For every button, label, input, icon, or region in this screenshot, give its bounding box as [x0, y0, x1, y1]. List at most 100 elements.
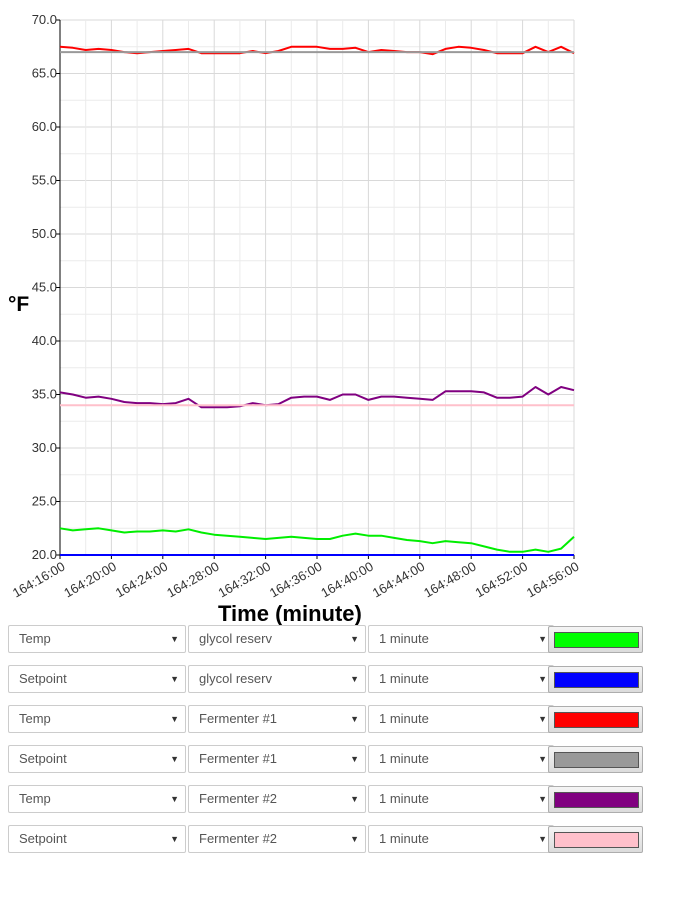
dropdown-arrow-icon: ▼: [538, 634, 547, 644]
dropdown-arrow-icon: ▼: [170, 794, 179, 804]
dropdown-arrow-icon: ▼: [538, 754, 547, 764]
measure-select-value: Temp: [19, 711, 51, 726]
device-select-value: Fermenter #2: [199, 791, 278, 806]
device-select[interactable]: Fermenter #2 ▼: [188, 825, 366, 853]
y-tick-label: 20.0: [32, 547, 57, 562]
series-control-row: Setpoint ▼ glycol reserv ▼ 1 minute ▼: [8, 665, 648, 695]
interval-select[interactable]: 1 minute ▼: [368, 625, 554, 653]
x-tick-label: 164:48:00: [421, 559, 479, 601]
dropdown-arrow-icon: ▼: [170, 834, 179, 844]
color-picker-button[interactable]: [548, 706, 643, 733]
x-tick-label: 164:44:00: [370, 559, 428, 601]
x-tick-label: 164:20:00: [61, 559, 119, 601]
color-swatch: [554, 712, 639, 728]
interval-select-value: 1 minute: [379, 671, 429, 686]
measure-select-value: Temp: [19, 791, 51, 806]
measure-select-value: Setpoint: [19, 831, 67, 846]
y-tick-labels: 20.0 25.0 30.0 35.0 40.0 45.0 50.0 55.0 60.0 65.0…: [32, 12, 60, 562]
device-select[interactable]: glycol reserv ▼: [188, 665, 366, 693]
device-select-value: Fermenter #2: [199, 831, 278, 846]
color-picker-button[interactable]: [548, 746, 643, 773]
x-tick-label: 164:32:00: [216, 559, 274, 601]
color-swatch: [554, 792, 639, 808]
x-tick-label: 164:28:00: [164, 559, 222, 601]
y-axis-label: °F: [8, 293, 30, 316]
y-tick-label: 60.0: [32, 119, 57, 134]
device-select[interactable]: Fermenter #1 ▼: [188, 745, 366, 773]
dropdown-arrow-icon: ▼: [350, 674, 359, 684]
device-select-value: Fermenter #1: [199, 711, 278, 726]
y-tick-label: 25.0: [32, 494, 57, 509]
interval-select-value: 1 minute: [379, 791, 429, 806]
y-tick-label: 30.0: [32, 440, 57, 455]
interval-select[interactable]: 1 minute ▼: [368, 825, 554, 853]
color-swatch: [554, 752, 639, 768]
temperature-chart: 20.0 25.0 30.0 35.0 40.0 45.0 50.0 55.0 60.0 65.0…: [10, 12, 582, 601]
color-swatch: [554, 832, 639, 848]
color-picker-button[interactable]: [548, 626, 643, 653]
x-tick-label: 164:16:00: [10, 559, 68, 601]
dropdown-arrow-icon: ▼: [170, 754, 179, 764]
y-tick-label: 40.0: [32, 333, 57, 348]
device-select-value: glycol reserv: [199, 631, 272, 646]
series-control-row: Temp ▼ glycol reserv ▼ 1 minute ▼: [8, 625, 648, 655]
interval-select[interactable]: 1 minute ▼: [368, 745, 554, 773]
series-control-row: Setpoint ▼ Fermenter #2 ▼ 1 minute ▼: [8, 825, 648, 855]
color-swatch: [554, 672, 639, 688]
device-select-value: glycol reserv: [199, 671, 272, 686]
dropdown-arrow-icon: ▼: [350, 754, 359, 764]
measure-select[interactable]: Temp ▼: [8, 785, 186, 813]
y-tick-label: 50.0: [32, 226, 57, 241]
y-tick-label: 55.0: [32, 173, 57, 188]
measure-select[interactable]: Temp ▼: [8, 705, 186, 733]
interval-select-value: 1 minute: [379, 631, 429, 646]
series-control-row: Temp ▼ Fermenter #2 ▼ 1 minute ▼: [8, 785, 648, 815]
y-tick-label: 65.0: [32, 66, 57, 81]
interval-select[interactable]: 1 minute ▼: [368, 665, 554, 693]
color-picker-button[interactable]: [548, 826, 643, 853]
series-line-4: [59, 527, 575, 553]
y-tick-label: 70.0: [32, 12, 57, 27]
dropdown-arrow-icon: ▼: [350, 794, 359, 804]
measure-select[interactable]: Temp ▼: [8, 625, 186, 653]
interval-select-value: 1 minute: [379, 711, 429, 726]
device-select[interactable]: Fermenter #1 ▼: [188, 705, 366, 733]
chart-grid: [59, 19, 575, 556]
y-tick-label: 45.0: [32, 280, 57, 295]
x-tick-label: 164:24:00: [113, 559, 171, 601]
x-tick-label: 164:56:00: [524, 559, 582, 601]
x-tick-label: 164:40:00: [318, 559, 376, 601]
x-axis-label: Time (minute): [218, 601, 362, 626]
series-line-2: [59, 386, 575, 409]
dropdown-arrow-icon: ▼: [538, 674, 547, 684]
measure-select[interactable]: Setpoint ▼: [8, 745, 186, 773]
dropdown-arrow-icon: ▼: [170, 634, 179, 644]
device-select-value: Fermenter #1: [199, 751, 278, 766]
measure-select[interactable]: Setpoint ▼: [8, 825, 186, 853]
dropdown-arrow-icon: ▼: [350, 634, 359, 644]
interval-select[interactable]: 1 minute ▼: [368, 785, 554, 813]
series-control-row: Temp ▼ Fermenter #1 ▼ 1 minute ▼: [8, 705, 648, 735]
series-control-row: Setpoint ▼ Fermenter #1 ▼ 1 minute ▼: [8, 745, 648, 775]
device-select[interactable]: Fermenter #2 ▼: [188, 785, 366, 813]
x-tick-label: 164:52:00: [473, 559, 531, 601]
dropdown-arrow-icon: ▼: [538, 714, 547, 724]
series-lines: [59, 45, 575, 556]
device-select[interactable]: glycol reserv ▼: [188, 625, 366, 653]
interval-select-value: 1 minute: [379, 831, 429, 846]
dropdown-arrow-icon: ▼: [538, 794, 547, 804]
measure-select[interactable]: Setpoint ▼: [8, 665, 186, 693]
color-picker-button[interactable]: [548, 666, 643, 693]
dropdown-arrow-icon: ▼: [538, 834, 547, 844]
dropdown-arrow-icon: ▼: [170, 714, 179, 724]
measure-select-value: Temp: [19, 631, 51, 646]
color-picker-button[interactable]: [548, 786, 643, 813]
color-swatch: [554, 632, 639, 648]
x-tick-label: 164:36:00: [267, 559, 325, 601]
measure-select-value: Setpoint: [19, 671, 67, 686]
x-tick-labels: 164:16:00164:20:00164:24:00164:28:00164:…: [10, 555, 582, 601]
interval-select[interactable]: 1 minute ▼: [368, 705, 554, 733]
dropdown-arrow-icon: ▼: [170, 674, 179, 684]
dropdown-arrow-icon: ▼: [350, 714, 359, 724]
y-tick-label: 35.0: [32, 387, 57, 402]
